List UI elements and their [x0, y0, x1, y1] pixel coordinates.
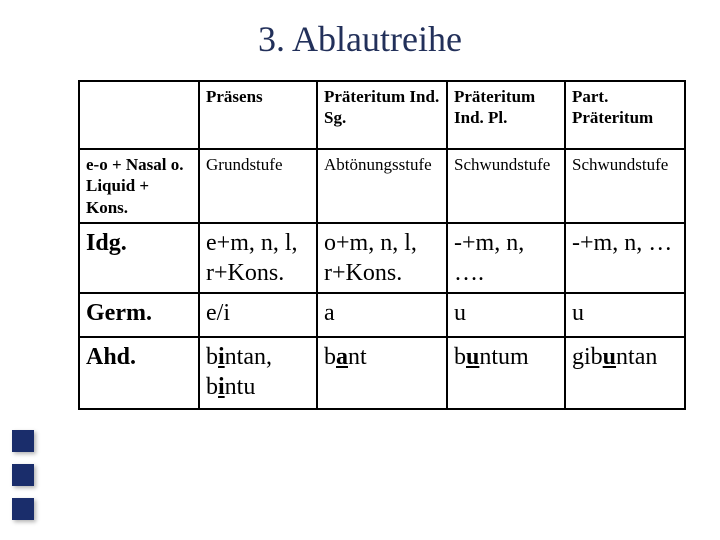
cell: o+m, n, l, r+Kons.: [317, 223, 447, 293]
header-cell: Präsens: [199, 81, 317, 149]
cell: bant: [317, 337, 447, 409]
cell: -+m, n, ….: [447, 223, 565, 293]
deco-square: [12, 430, 34, 452]
deco-square: [12, 464, 34, 486]
row-label: Ahd.: [79, 337, 199, 409]
cell: -+m, n, …: [565, 223, 685, 293]
row-label: Idg.: [79, 223, 199, 293]
table-row: Idg. e+m, n, l, r+Kons. o+m, n, l, r+Kon…: [79, 223, 685, 293]
cell: e+m, n, l, r+Kons.: [199, 223, 317, 293]
cell: buntum: [447, 337, 565, 409]
table-row: Germ. e/i a u u: [79, 293, 685, 337]
deco-square: [12, 498, 34, 520]
cell: gibuntan: [565, 337, 685, 409]
table-row: e-o + Nasal o. Liquid + Kons. Grundstufe…: [79, 149, 685, 223]
header-cell: [79, 81, 199, 149]
cell: bintan, bintu: [199, 337, 317, 409]
cell: a: [317, 293, 447, 337]
table-header-row: Präsens Präteritum Ind. Sg. Präteritum I…: [79, 81, 685, 149]
cell: e/i: [199, 293, 317, 337]
row-label: Germ.: [79, 293, 199, 337]
cell: u: [447, 293, 565, 337]
cell: u: [565, 293, 685, 337]
header-cell: Part. Präteritum: [565, 81, 685, 149]
decoration: [12, 430, 34, 532]
header-cell: Präteritum Ind. Pl.: [447, 81, 565, 149]
row-label: e-o + Nasal o. Liquid + Kons.: [79, 149, 199, 223]
header-cell: Präteritum Ind. Sg.: [317, 81, 447, 149]
page-title: 3. Ablautreihe: [0, 18, 720, 60]
ablaut-table: Präsens Präteritum Ind. Sg. Präteritum I…: [78, 80, 686, 410]
cell: Grundstufe: [199, 149, 317, 223]
cell: Schwundstufe: [565, 149, 685, 223]
cell: Abtönungsstufe: [317, 149, 447, 223]
cell: Schwundstufe: [447, 149, 565, 223]
table-row-ahd: Ahd. bintan, bintu bant buntum gibuntan: [79, 337, 685, 409]
